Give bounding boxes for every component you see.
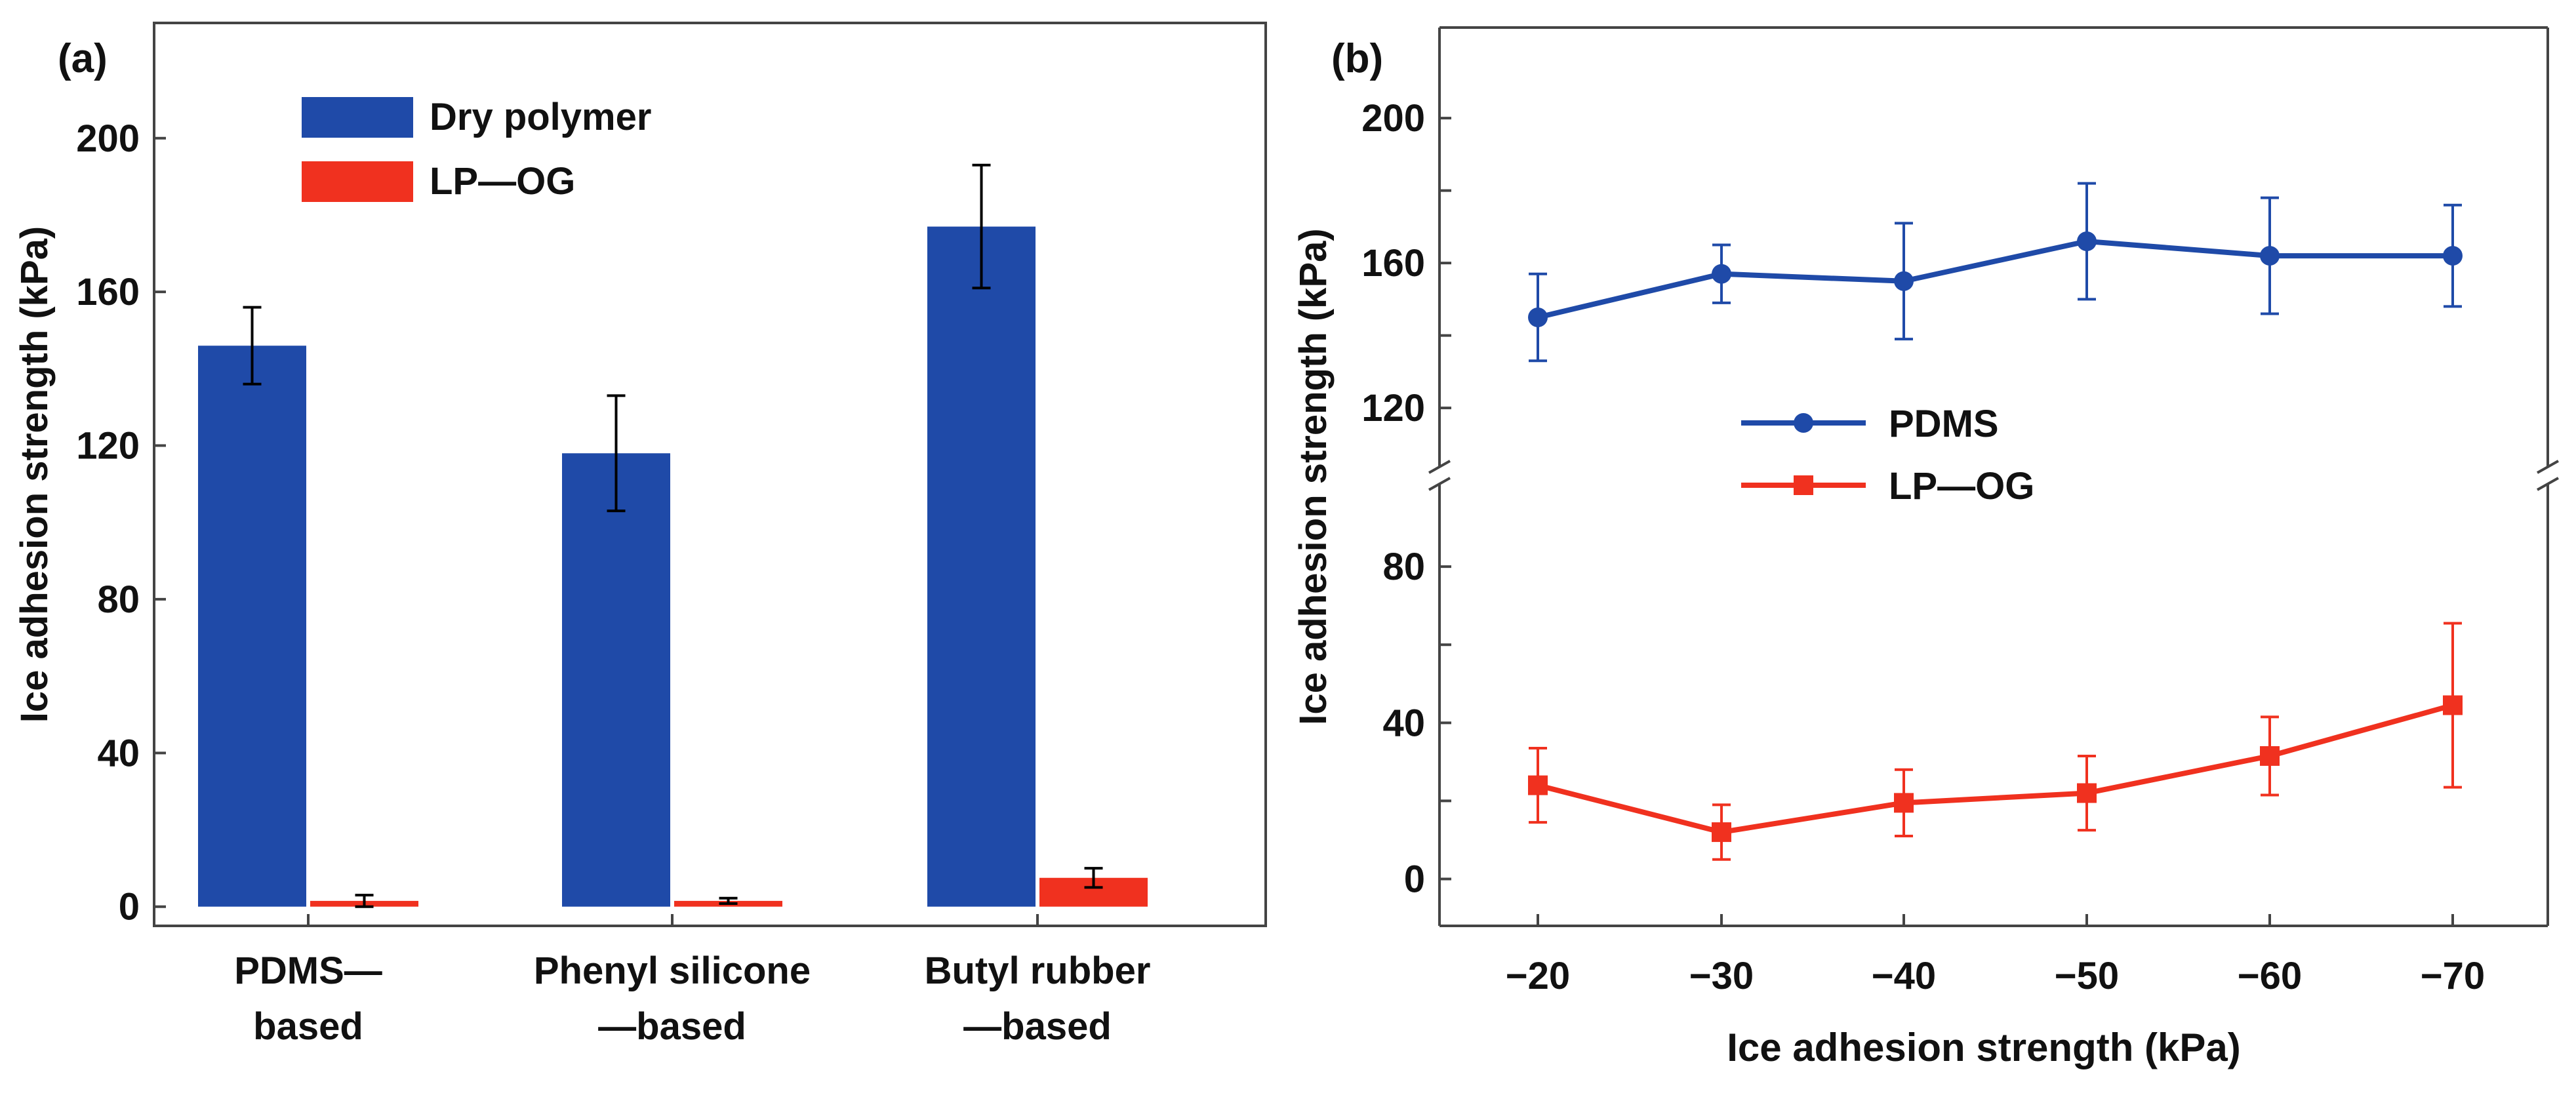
axis-break-mark bbox=[1428, 460, 1451, 474]
data-point-pdms bbox=[1894, 271, 1914, 291]
bar-dry-polymer bbox=[198, 346, 306, 907]
data-point-lp-og bbox=[1528, 775, 1548, 795]
legend-label-a: LP—OG bbox=[430, 160, 575, 203]
x-tick-label-b: −30 bbox=[1689, 955, 1754, 997]
axis-break-mark bbox=[2537, 460, 2559, 474]
y-tick-label-a: 80 bbox=[97, 578, 140, 621]
data-point-pdms bbox=[2077, 231, 2097, 251]
legend-swatch-a bbox=[302, 161, 413, 202]
data-point-pdms bbox=[1712, 264, 1731, 284]
y-axis-title-b: Ice adhesion strength (kPa) bbox=[1292, 228, 1335, 725]
category-label-line1: Phenyl silicone bbox=[534, 949, 811, 992]
y-tick-label-a: 0 bbox=[119, 886, 140, 928]
bar-dry-polymer bbox=[562, 453, 670, 907]
data-point-pdms bbox=[2260, 246, 2280, 266]
y-axis-title-a: Ice adhesion strength (kPa) bbox=[13, 226, 56, 723]
legend-marker-b bbox=[1794, 413, 1813, 433]
category-label-line1: PDMS— bbox=[234, 949, 382, 992]
panel-label-b: (b) bbox=[1331, 36, 1383, 81]
y-tick-label-a: 40 bbox=[97, 732, 140, 774]
data-point-lp-og bbox=[1894, 793, 1914, 813]
data-point-pdms bbox=[2443, 246, 2463, 266]
y-tick-label-b: 40 bbox=[1382, 702, 1425, 744]
series-line-pdms bbox=[1537, 238, 2453, 320]
plot-frame-a bbox=[153, 22, 1267, 927]
data-point-lp-og bbox=[2443, 695, 2463, 715]
y-tick-label-b: 0 bbox=[1404, 858, 1425, 901]
bar-dry-polymer bbox=[927, 226, 1036, 907]
x-tick-label-b: −20 bbox=[1506, 955, 1570, 997]
series-line-lp-og bbox=[1537, 702, 2454, 835]
y-tick-label-a: 120 bbox=[76, 425, 140, 468]
category-label-line1: Butyl rubber bbox=[925, 949, 1151, 992]
legend-label-b: LP—OG bbox=[1889, 465, 2034, 508]
category-label-line2: —based bbox=[963, 1005, 1112, 1048]
x-tick-label-b: −60 bbox=[2238, 955, 2302, 997]
legend-label-a: Dry polymer bbox=[430, 96, 651, 138]
category-label-line2: based bbox=[253, 1005, 363, 1048]
y-tick-label-b: 80 bbox=[1382, 546, 1425, 588]
legend-swatch-a bbox=[302, 97, 413, 138]
y-tick-label-b: 120 bbox=[1361, 387, 1425, 429]
x-tick-label-b: −50 bbox=[2055, 955, 2119, 997]
legend-marker-b bbox=[1794, 475, 1813, 495]
data-point-lp-og bbox=[1712, 822, 1731, 843]
axis-break-mark bbox=[2537, 477, 2559, 491]
y-tick-label-a: 160 bbox=[76, 271, 140, 313]
data-point-lp-og bbox=[2260, 746, 2280, 766]
panel-b-line-chart: (b) 0 40 80 120 160 200 Ice adhesion strength (… bbox=[1292, 26, 2559, 1069]
panel-label-a: (a) bbox=[58, 36, 108, 81]
x-tick-label-b: −40 bbox=[1872, 955, 1936, 997]
category-label-line2: —based bbox=[598, 1005, 746, 1048]
panel-a-bar-chart: (a) 0 40 80 120 160 200 Ice adhesion strength (… bbox=[13, 22, 1267, 1048]
y-tick-label-b: 200 bbox=[1361, 97, 1425, 140]
y-tick-label-b: 160 bbox=[1361, 242, 1425, 285]
x-tick-label-b: −70 bbox=[2421, 955, 2485, 997]
data-point-pdms bbox=[1528, 308, 1548, 327]
data-point-lp-og bbox=[2077, 783, 2097, 803]
x-axis-title-b: Ice adhesion strength (kPa) bbox=[1727, 1026, 2241, 1069]
legend-label-b: PDMS bbox=[1889, 403, 1999, 445]
y-tick-label-a: 200 bbox=[76, 117, 140, 160]
axis-break-mark bbox=[1428, 477, 1451, 491]
